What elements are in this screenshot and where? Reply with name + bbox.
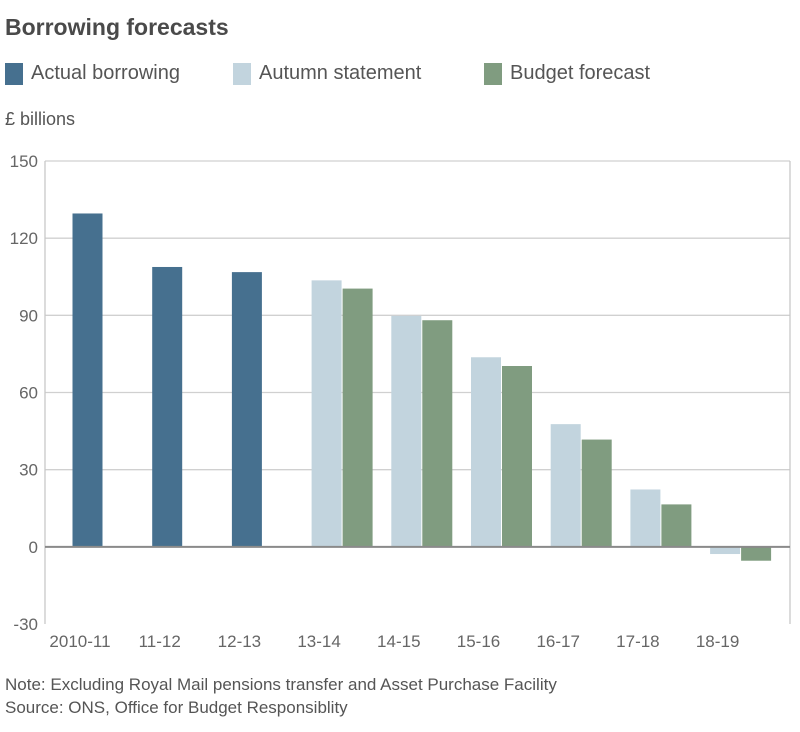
chart-source: Source: ONS, Office for Budget Responsib… (5, 698, 348, 717)
bar-budget-forecast (422, 320, 453, 547)
bar-budget-forecast (741, 546, 772, 561)
bar-budget-forecast (502, 366, 532, 547)
legend-label: Budget forecast (510, 62, 651, 84)
bar-autumn-statement (391, 315, 422, 547)
bar-budget-forecast (342, 288, 373, 547)
bar-autumn-statement (550, 424, 581, 547)
x-tick-label: 12-13 (218, 632, 261, 651)
y-tick-label: 120 (10, 229, 38, 248)
y-tick-label: 90 (19, 306, 38, 325)
legend-item-autumn: Autumn statement (233, 62, 421, 85)
y-tick-label: 150 (10, 152, 38, 171)
legend-item-budget: Budget forecast (484, 62, 650, 85)
bar-actual-borrowing (231, 272, 262, 547)
x-tick-label: 16-17 (536, 632, 579, 651)
x-tick-label: 15-16 (457, 632, 500, 651)
chart-title: Borrowing forecasts (5, 14, 229, 40)
bar-budget-forecast (581, 439, 612, 547)
x-tick-label: 18-19 (696, 632, 739, 651)
x-tick-label: 2010-11 (49, 632, 110, 651)
bar-actual-borrowing (152, 266, 183, 547)
legend-label: Actual borrowing (31, 62, 180, 84)
chart-note: Note: Excluding Royal Mail pensions tran… (5, 675, 557, 694)
x-tick-label: 17-18 (616, 632, 659, 651)
bar-autumn-statement (471, 357, 501, 547)
legend-label: Autumn statement (259, 62, 422, 84)
legend-swatch (484, 62, 502, 85)
x-tick-label: 13-14 (297, 632, 340, 651)
legend-swatch (5, 62, 23, 85)
y-tick-label: 60 (19, 384, 38, 403)
bar-autumn-statement (311, 280, 342, 547)
bar-autumn-statement (710, 546, 741, 555)
y-axis-label: £ billions (5, 109, 76, 129)
legend-swatch (233, 62, 251, 85)
bar-autumn-statement (630, 489, 661, 547)
y-tick-label: 0 (29, 538, 38, 557)
x-tick-label: 11-12 (139, 632, 181, 651)
bar-actual-borrowing (72, 213, 103, 547)
y-tick-label: 30 (19, 461, 38, 480)
legend-item-actual: Actual borrowing (5, 62, 180, 85)
y-tick-label: -30 (13, 615, 38, 634)
bar-budget-forecast (661, 504, 692, 547)
legend: Actual borrowing Autumn statement Budget… (0, 62, 800, 88)
x-tick-label: 14-15 (377, 632, 420, 651)
